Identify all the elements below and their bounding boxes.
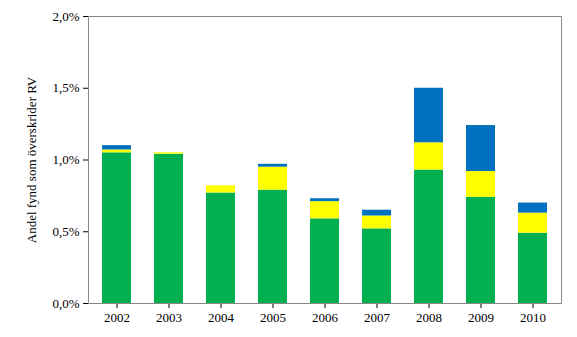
svg-text:Andel fynd som överskrider RV: Andel fynd som överskrider RV	[24, 76, 39, 243]
svg-text:2002: 2002	[104, 310, 130, 325]
svg-text:2008: 2008	[416, 310, 442, 325]
svg-text:2,0%: 2,0%	[52, 9, 79, 24]
svg-text:2007: 2007	[364, 310, 391, 325]
svg-text:2010: 2010	[520, 310, 546, 325]
svg-text:2003: 2003	[156, 310, 182, 325]
svg-text:0,5%: 0,5%	[52, 224, 79, 239]
svg-text:2004: 2004	[208, 310, 235, 325]
svg-text:2005: 2005	[260, 310, 286, 325]
svg-text:1,0%: 1,0%	[52, 152, 79, 167]
svg-text:1,5%: 1,5%	[52, 80, 79, 95]
svg-text:2009: 2009	[468, 310, 494, 325]
svg-text:0,0%: 0,0%	[52, 296, 79, 311]
svg-text:2006: 2006	[312, 310, 339, 325]
